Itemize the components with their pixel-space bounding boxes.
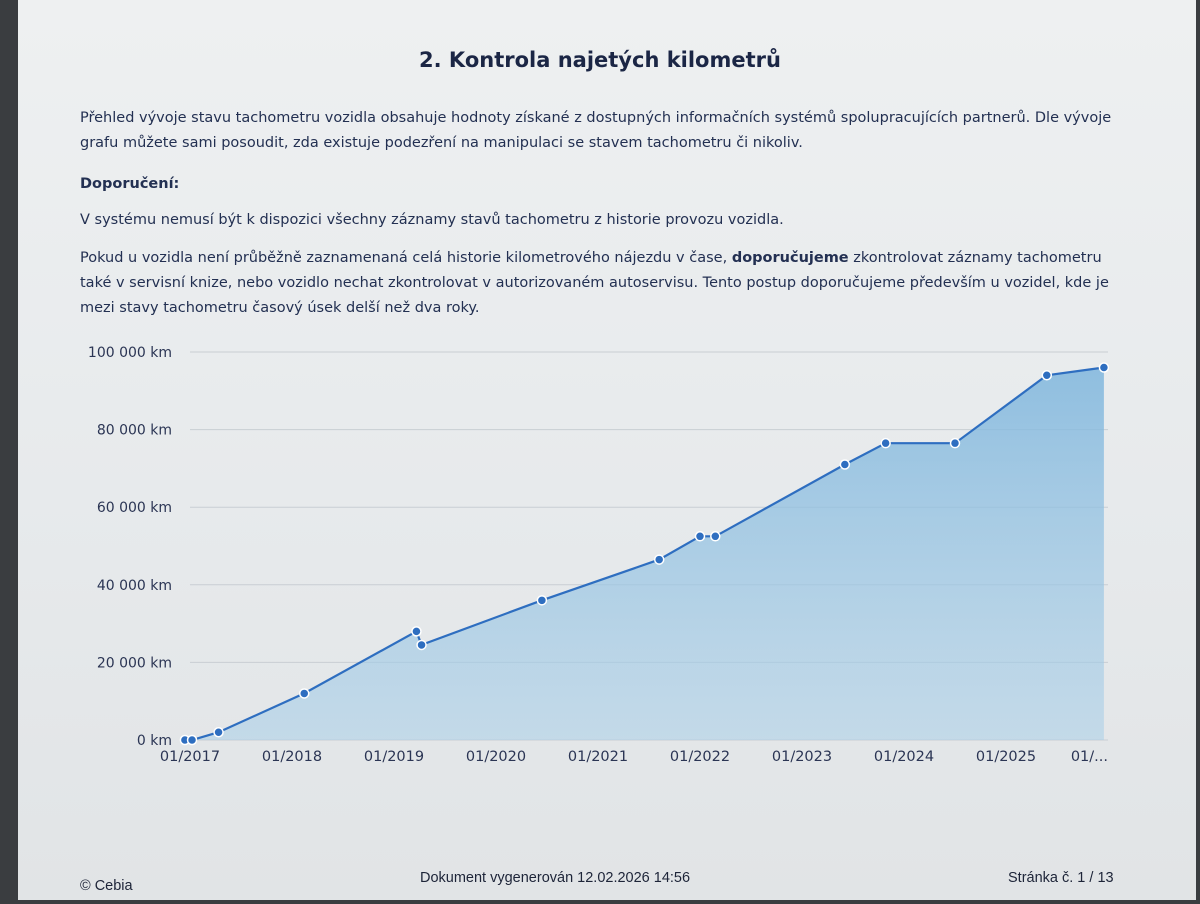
intro-paragraph: Přehled vývoje stavu tachometru vozidla … bbox=[80, 110, 1112, 151]
recommendation-paragraph-2: Pokud u vozidla není průběžně zaznamenan… bbox=[80, 246, 1130, 321]
copyright-text: © Cebia bbox=[80, 878, 133, 894]
section-title: 2. Kontrola najetých kilometrů bbox=[419, 48, 781, 72]
recommendation-text-start: Pokud u vozidla není průběžně zaznamenan… bbox=[80, 250, 732, 266]
recommendation-emphasis: doporučujeme bbox=[731, 250, 849, 266]
recommendation-heading: Doporučení: bbox=[80, 176, 180, 192]
page-number: Stránka č. 1 / 13 bbox=[1008, 870, 1114, 886]
recommendation-paragraph-1: V systému nemusí být k dispozici všechny… bbox=[80, 212, 784, 228]
recommendation-text-end: zkontrolovat záznamy tachometru také v s… bbox=[80, 250, 1109, 316]
generated-timestamp: Dokument vygenerován 12.02.2026 14:56 bbox=[420, 870, 691, 886]
